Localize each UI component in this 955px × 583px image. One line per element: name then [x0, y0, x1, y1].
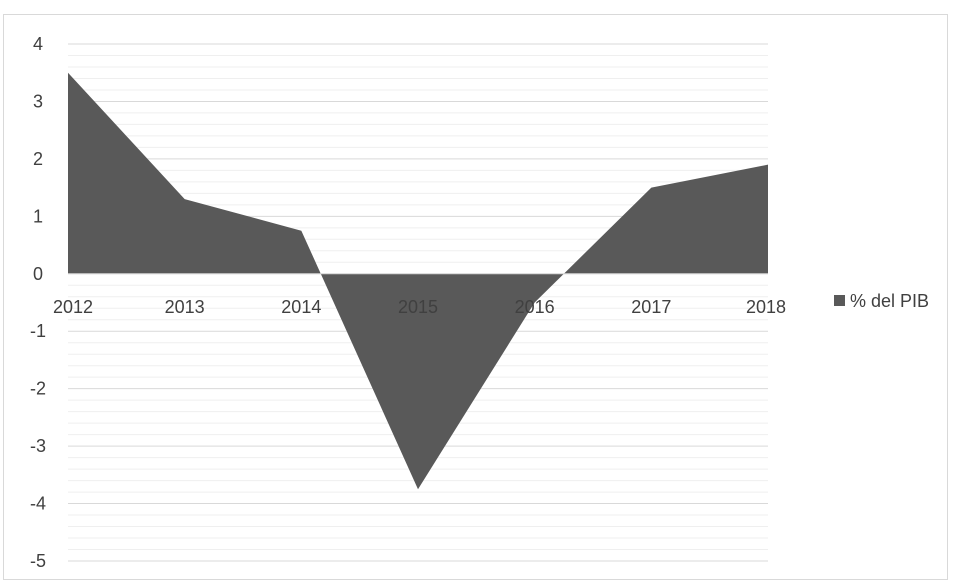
legend-swatch	[834, 295, 845, 306]
y-tick-label: 1	[33, 206, 43, 226]
x-tick-label: 2014	[281, 297, 321, 317]
y-tick-label: 2	[33, 149, 43, 169]
x-tick-label: 2015	[398, 297, 438, 317]
x-tick-label: 2016	[515, 297, 555, 317]
y-tick-label: 4	[33, 34, 43, 54]
y-tick-label: -1	[30, 321, 46, 341]
series-area-pct-pib	[68, 72, 768, 490]
y-tick-label: 3	[33, 91, 43, 111]
y-tick-label: -4	[30, 494, 46, 514]
x-tick-label: 2017	[631, 297, 671, 317]
x-tick-label: 2012	[53, 297, 93, 317]
legend-label-pct-pib: % del PIB	[850, 291, 929, 311]
legend: % del PIB	[834, 291, 929, 311]
x-tick-label: 2013	[165, 297, 205, 317]
x-axis-tick-labels: 2012 2013 2014 2015 2016 2017 2018	[53, 297, 786, 317]
y-tick-label: -2	[30, 379, 46, 399]
series-area	[68, 72, 768, 490]
x-tick-label: 2018	[746, 297, 786, 317]
y-tick-label: -5	[30, 551, 46, 571]
y-axis-tick-labels: 4 3 2 1 0 -1 -2 -3 -4 -5	[30, 34, 46, 571]
y-tick-label: -3	[30, 436, 46, 456]
y-tick-label: 0	[33, 264, 43, 284]
